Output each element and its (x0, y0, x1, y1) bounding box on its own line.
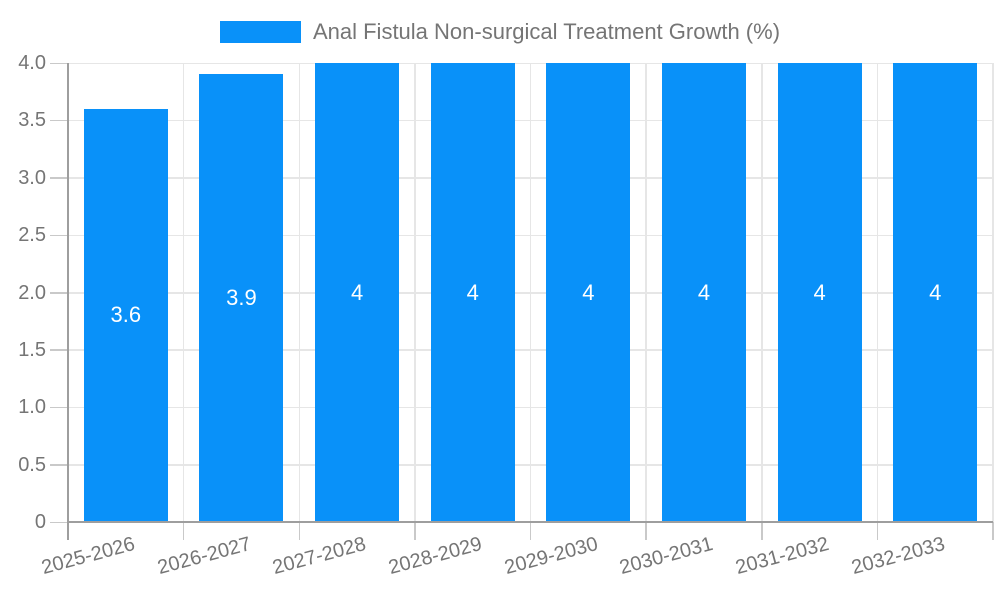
bar-value-label: 4 (466, 279, 479, 305)
y-tick-label: 1.5 (18, 338, 46, 361)
gridline-vertical (992, 63, 994, 522)
x-category-label: 2027-2028 (270, 533, 369, 580)
y-tick-label: 0 (34, 511, 46, 533)
bar-value-label: 4 (929, 279, 942, 305)
bar-value-label: 4 (350, 279, 364, 305)
gridline-vertical (414, 63, 416, 522)
x-axis-tick (992, 522, 994, 540)
x-category-label: 2026-2027 (155, 533, 254, 580)
x-category-label: 2025-2026 (39, 533, 138, 580)
y-axis-line (67, 63, 69, 540)
bar-2029-2030[interactable] (546, 63, 631, 522)
y-tick-label: 4.0 (18, 52, 46, 74)
bar-2030-2031[interactable] (661, 63, 746, 522)
bar-value-label: 4 (582, 279, 595, 305)
y-axis-tick (50, 406, 68, 409)
y-tick-label: 3.0 (18, 166, 46, 189)
x-category-label: 2028-2029 (386, 533, 485, 580)
bar-value-label: 3.9 (226, 285, 257, 311)
bar-2027-2028[interactable] (315, 63, 400, 522)
x-category-label: 2032-2033 (848, 533, 947, 580)
y-tick-label: 0.5 (18, 453, 46, 476)
x-axis-tick (182, 522, 185, 540)
gridline-vertical (529, 63, 532, 522)
chart-legend[interactable]: Anal Fistula Non-surgical Treatment Grow… (0, 18, 1000, 46)
y-axis-tick (50, 177, 68, 179)
gridline-vertical (298, 63, 300, 522)
y-axis-tick (50, 292, 68, 294)
bar-value-label: 4 (697, 279, 711, 305)
bar-value-label: 4 (813, 279, 826, 305)
y-axis-tick (50, 62, 68, 64)
bar-value-label: 3.6 (110, 302, 142, 328)
y-axis-tick (50, 119, 68, 122)
y-tick-label: 2.0 (18, 281, 46, 304)
x-axis-tick (876, 522, 879, 540)
legend-label: Anal Fistula Non-surgical Treatment Grow… (312, 19, 781, 44)
y-axis-tick (50, 349, 68, 351)
x-axis-tick (414, 522, 416, 540)
y-axis-tick (50, 521, 68, 523)
y-axis-tick (50, 234, 68, 237)
bar-2026-2027[interactable] (199, 74, 284, 522)
x-axis-tick (645, 522, 647, 540)
y-tick-label: 1.0 (18, 396, 46, 419)
x-category-label: 2031-2032 (733, 533, 832, 580)
x-axis-tick (298, 522, 300, 540)
bar-2032-2033[interactable] (893, 63, 978, 522)
x-axis-tick (529, 522, 532, 540)
x-axis-tick (761, 522, 763, 540)
gridline-vertical (645, 63, 647, 522)
y-axis-tick (50, 464, 68, 466)
gridline-vertical (761, 63, 763, 522)
y-tick-label: 2.5 (18, 224, 46, 247)
x-axis-line (68, 521, 993, 523)
bar-2031-2032[interactable] (777, 63, 862, 522)
x-category-label: 2029-2030 (501, 533, 601, 580)
gridline-vertical (182, 63, 185, 522)
legend-swatch-icon (219, 21, 301, 43)
y-tick-label: 3.5 (18, 109, 46, 132)
bar-2028-2029[interactable] (430, 63, 515, 522)
gridline-vertical (876, 63, 879, 522)
x-category-label: 2030-2031 (617, 533, 716, 580)
bar-2025-2026[interactable] (83, 108, 168, 522)
